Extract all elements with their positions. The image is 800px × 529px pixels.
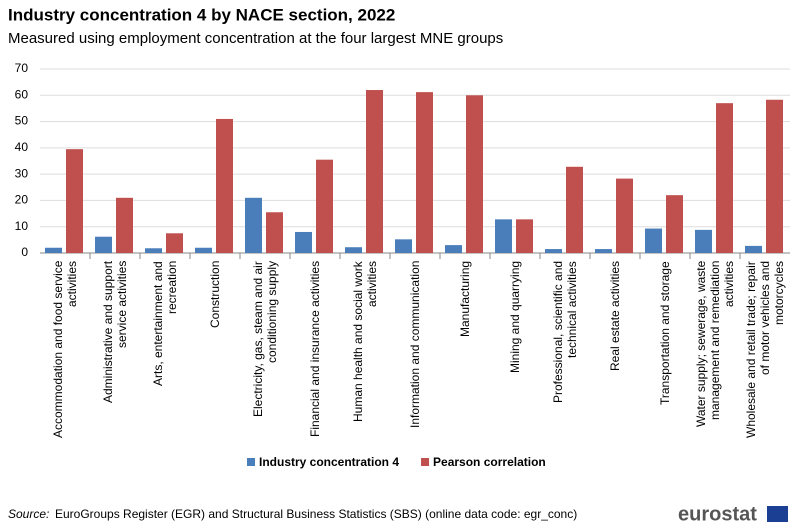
source-label: Source: (8, 507, 49, 521)
y-tick-label: 10 (15, 219, 29, 233)
bar (545, 249, 562, 253)
bar (616, 178, 633, 253)
bar (45, 247, 62, 253)
bar (316, 159, 333, 253)
bar (66, 149, 83, 253)
x-tick-label: Administrative and support service activ… (101, 261, 129, 404)
logo-flag (767, 506, 788, 522)
y-tick-label: 60 (15, 87, 29, 101)
logo: eurostat (678, 503, 757, 525)
legend-swatch (421, 458, 430, 466)
legend-label: Industry concentration 4 (259, 455, 399, 469)
bar (95, 236, 112, 253)
bar (116, 197, 133, 253)
bar (195, 247, 212, 253)
bar (345, 247, 362, 253)
bar (745, 245, 762, 253)
x-tick-label: Transportation and storage (658, 261, 672, 405)
bar (216, 118, 233, 253)
bar (495, 219, 512, 253)
x-tick-label: Accommodation and food service activitie… (51, 261, 79, 439)
bar (395, 239, 412, 253)
y-tick-label: 0 (21, 245, 28, 259)
bar (695, 229, 712, 253)
bar (266, 212, 283, 253)
bar (466, 95, 483, 254)
bar (666, 195, 683, 253)
y-tick-label: 70 (15, 61, 29, 75)
source: EuroGroups Register (EGR) and Structural… (55, 507, 577, 521)
bar (145, 248, 162, 253)
chart-subtitle: Measured using employment concentration … (8, 30, 503, 47)
x-tick-label: Information and communication (408, 261, 422, 429)
bar (645, 228, 662, 253)
y-tick-label: 40 (15, 140, 29, 154)
x-tick-label: Mining and quarrying (508, 261, 522, 374)
y-tick-label: 50 (15, 114, 29, 128)
bar (245, 197, 262, 253)
bar (295, 231, 312, 253)
bar (516, 219, 533, 253)
y-tick-label: 20 (15, 193, 29, 207)
legend-label: Pearson correlation (433, 455, 546, 469)
bar (366, 90, 383, 254)
x-tick-label: Financial and insurance activities (308, 261, 322, 438)
bar (566, 166, 583, 253)
y-tick-label: 30 (15, 166, 29, 180)
x-tick-label: Real estate activities (608, 261, 622, 372)
legend-swatch (247, 458, 255, 466)
chart-title: Industry concentration 4 by NACE section… (8, 5, 395, 24)
bar (766, 99, 783, 253)
x-tick-label: Manufacturing (458, 261, 472, 338)
x-tick-label: Arts, entertainment and recreation (151, 261, 179, 386)
bar (595, 249, 612, 253)
bar (445, 245, 462, 253)
x-tick-label: Water supply; sewerage, waste management… (694, 261, 736, 428)
bar (416, 92, 433, 253)
bar (166, 233, 183, 253)
x-tick-label: Wholesale and retail trade; repair of mo… (744, 261, 786, 438)
x-tick-label: Professional, scientific and technical a… (551, 261, 579, 404)
bar (716, 103, 733, 254)
x-tick-label: Human health and social work activities (351, 261, 379, 422)
x-tick-label: Electricity, gas, steam and air conditio… (251, 261, 279, 417)
x-tick-label: Construction (208, 261, 222, 329)
